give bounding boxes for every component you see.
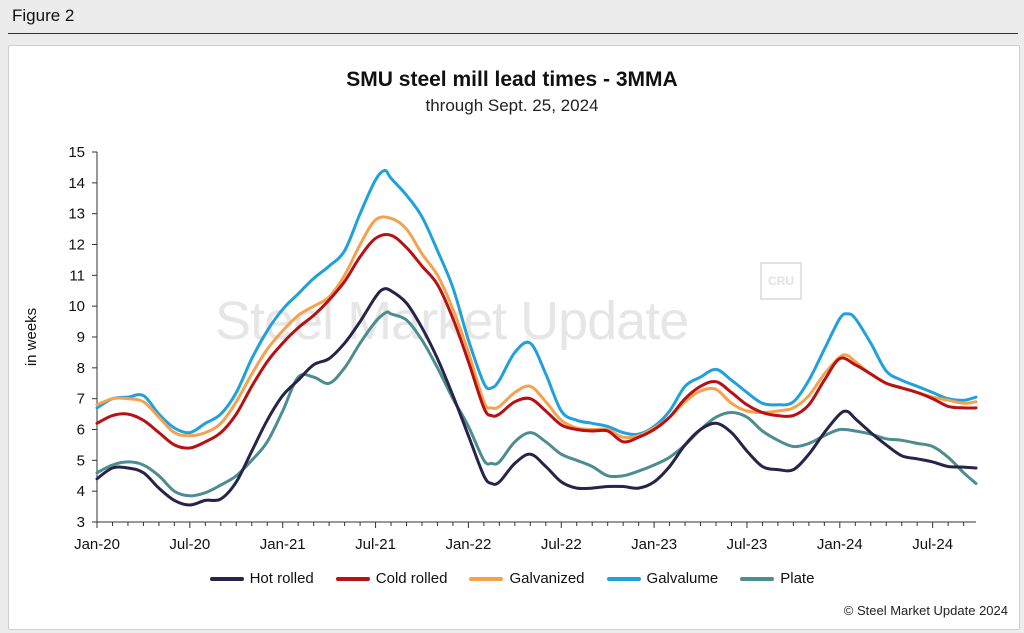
- series-line-galvanized: [95, 215, 978, 440]
- series-line-cold-rolled: [95, 233, 978, 450]
- legend-item: Galvalume: [606, 570, 719, 587]
- legend-swatch: [335, 576, 370, 581]
- x-tick-label: Jul-24: [912, 536, 953, 553]
- x-tick-label: Jan-22: [445, 536, 491, 553]
- y-tick-label: 12: [68, 237, 85, 254]
- x-tick-label: Jan-20: [74, 536, 120, 553]
- legend-label: Galvanized: [509, 570, 585, 587]
- y-tick-label: 9: [77, 329, 85, 346]
- legend-label: Hot rolled: [249, 570, 314, 587]
- series-line-plate: [95, 310, 978, 498]
- cru-logo: CRU: [760, 262, 802, 300]
- figure-divider: [8, 33, 1018, 34]
- y-tick-label: 3: [77, 514, 85, 531]
- y-tick-label: 15: [68, 144, 85, 161]
- chart-subtitle: through Sept. 25, 2024: [425, 96, 599, 115]
- legend-item: Plate: [740, 570, 814, 587]
- y-tick-label: 11: [69, 267, 85, 284]
- legend-item: Galvanized: [469, 570, 585, 587]
- chart-legend: Hot rolled Cold rolled Galvanized Galvalume…: [0, 570, 1024, 587]
- x-tick-label: Jul-20: [169, 536, 210, 553]
- legend-item: Hot rolled: [209, 570, 314, 587]
- cru-logo-text: CRU: [768, 274, 794, 288]
- legend-label: Cold rolled: [375, 570, 448, 587]
- legend-swatch: [209, 576, 244, 581]
- legend-item: Cold rolled: [335, 570, 448, 587]
- figure-label: Figure 2: [12, 6, 75, 25]
- x-tick-label: Jan-24: [817, 536, 863, 553]
- x-tick-label: Jul-22: [541, 536, 582, 553]
- x-tick-label: Jul-23: [727, 536, 768, 553]
- y-tick-label: 7: [77, 391, 85, 408]
- legend-label: Galvalume: [646, 570, 719, 587]
- legend-swatch: [740, 576, 775, 581]
- legend-swatch: [606, 576, 641, 581]
- series-line-galvalume: [95, 169, 978, 437]
- y-tick-label: 13: [68, 206, 85, 223]
- y-tick-label: 8: [77, 360, 85, 377]
- y-axis-title: in weeks: [23, 308, 40, 366]
- x-tick-label: Jul-21: [355, 536, 396, 553]
- y-tick-label: 4: [77, 483, 85, 500]
- y-tick-label: 14: [68, 175, 85, 192]
- y-tick-label: 5: [77, 452, 85, 469]
- x-tick-label: Jan-21: [260, 536, 306, 553]
- legend-label: Plate: [780, 570, 815, 587]
- copyright-note: © Steel Market Update 2024: [843, 603, 1008, 618]
- series-line-hot-rolled: [95, 287, 978, 507]
- y-tick-label: 6: [77, 422, 85, 439]
- x-tick-label: Jan-23: [631, 536, 677, 553]
- chart-title: SMU steel mill lead times - 3MMA: [346, 68, 678, 91]
- legend-swatch: [469, 576, 504, 581]
- y-tick-label: 10: [68, 298, 85, 315]
- chart-panel: [8, 45, 1020, 630]
